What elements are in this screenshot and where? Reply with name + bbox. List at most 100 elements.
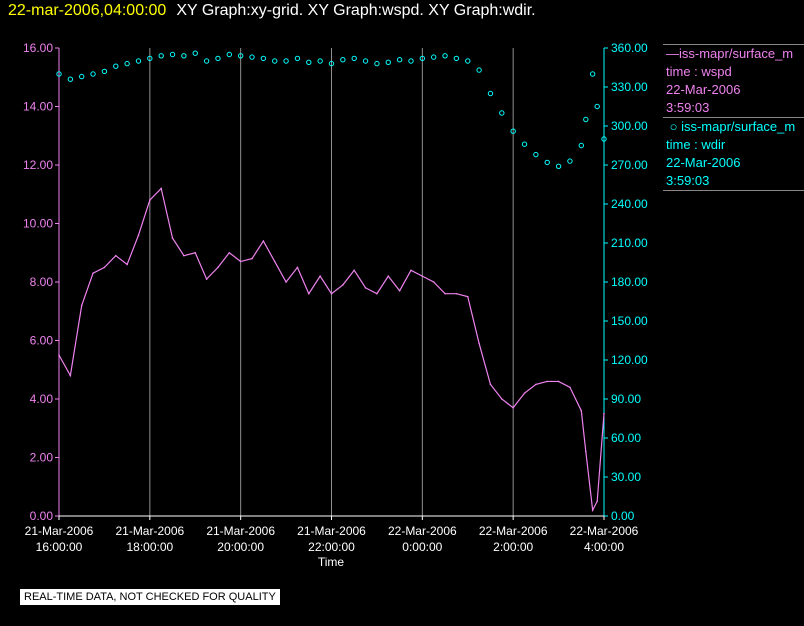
wspd-point bbox=[80, 304, 83, 307]
wdir-point bbox=[555, 163, 562, 170]
left-tick-label: 14.00 bbox=[23, 100, 53, 114]
wdir-point bbox=[453, 55, 460, 62]
wdir-point bbox=[583, 116, 589, 123]
title-date: 22-mar-2006,04:00:00 bbox=[8, 2, 167, 19]
wdir-point bbox=[533, 151, 539, 158]
legend-wdir-date: 22-Mar-2006 bbox=[666, 155, 741, 170]
wspd-point bbox=[501, 398, 503, 400]
wspd-point bbox=[273, 260, 276, 263]
wdir-point bbox=[56, 71, 62, 77]
wspd-point bbox=[285, 281, 287, 283]
right-tick-label: 360.00 bbox=[611, 41, 648, 55]
wspd-point bbox=[307, 292, 310, 295]
wspd-point bbox=[114, 254, 117, 257]
legend-wspd-xlabel: time : wspd bbox=[666, 64, 732, 79]
x-axis-label: Time bbox=[318, 555, 345, 569]
x-tick-date: 22-Mar-2006 bbox=[479, 524, 548, 538]
wdir-point bbox=[385, 59, 391, 65]
wdir-point bbox=[169, 51, 176, 58]
wspd-point bbox=[296, 266, 299, 269]
line-swatch-icon: — bbox=[666, 46, 679, 61]
wspd-point bbox=[353, 269, 356, 272]
wspd-point bbox=[103, 266, 106, 269]
wspd-point bbox=[330, 292, 333, 295]
graph-title: 22-mar-2006,04:00:00 XY Graph:xy-grid. XY… bbox=[8, 2, 536, 20]
wdir-point bbox=[408, 58, 414, 64]
right-tick-label: 300.00 bbox=[611, 119, 648, 133]
wdir-series bbox=[56, 50, 607, 170]
x-tick-time: 16:00:00 bbox=[36, 540, 83, 554]
x-tick-time: 20:00:00 bbox=[217, 540, 264, 554]
wspd-point bbox=[557, 380, 560, 383]
left-tick-label: 8.00 bbox=[30, 275, 54, 289]
right-tick-label: 330.00 bbox=[611, 80, 648, 94]
wspd-point bbox=[489, 383, 492, 386]
wdir-point bbox=[158, 53, 164, 59]
wdir-point bbox=[589, 71, 596, 77]
wspd-point bbox=[421, 275, 424, 277]
wdir-point bbox=[272, 58, 278, 64]
legend: —iss-mapr/surface_m time : wspd 22-Mar-2… bbox=[663, 44, 804, 191]
wdir-point bbox=[294, 55, 301, 62]
left-tick-label: 2.00 bbox=[30, 451, 54, 465]
wspd-point bbox=[569, 386, 571, 389]
circle-marker-icon: ○ bbox=[666, 119, 682, 134]
wspd-point bbox=[376, 292, 378, 295]
wdir-point bbox=[101, 68, 108, 75]
wspd-point bbox=[478, 342, 480, 345]
legend-wdir-time: 3:59:03 bbox=[666, 173, 710, 188]
wdir-point bbox=[374, 60, 380, 67]
wdir-point bbox=[283, 58, 289, 64]
wspd-point bbox=[126, 263, 128, 266]
x-tick-time: 0:00:00 bbox=[402, 540, 442, 554]
wdir-point bbox=[362, 58, 369, 64]
right-tick-label: 240.00 bbox=[611, 197, 648, 211]
wspd-point bbox=[171, 237, 174, 239]
legend-divider bbox=[663, 44, 804, 45]
wdir-point bbox=[306, 59, 312, 65]
wdir-point bbox=[237, 53, 244, 59]
wspd-point bbox=[585, 450, 587, 453]
wdir-point bbox=[67, 76, 74, 82]
wspd-point bbox=[523, 392, 526, 394]
wdir-point bbox=[203, 58, 210, 64]
wdir-point bbox=[601, 136, 607, 142]
legend-wdir-xlabel: time : wdir bbox=[666, 137, 726, 152]
wspd-point bbox=[183, 254, 185, 257]
wdir-point bbox=[430, 54, 437, 60]
x-tick-time: 4:00:00 bbox=[584, 540, 624, 554]
legend-wspd-date: 22-Mar-2006 bbox=[666, 82, 741, 97]
wdir-point bbox=[476, 67, 482, 73]
wdir-point bbox=[79, 73, 85, 80]
x-tick-date: 21-Mar-2006 bbox=[115, 524, 184, 538]
wspd-point bbox=[546, 380, 549, 383]
wdir-point bbox=[499, 110, 505, 116]
right-tick-label: 150.00 bbox=[611, 314, 648, 328]
wdir-point bbox=[442, 53, 448, 59]
title-graph-list: XY Graph:xy-grid. XY Graph:wspd. XY Grap… bbox=[176, 2, 536, 19]
wdir-point bbox=[113, 63, 119, 69]
wdir-point bbox=[135, 58, 142, 64]
right-tick-label: 30.00 bbox=[611, 470, 641, 484]
wspd-point bbox=[251, 257, 253, 260]
wspd-point bbox=[444, 292, 446, 295]
x-tick-date: 21-Mar-2006 bbox=[206, 524, 275, 538]
wdir-point bbox=[90, 71, 96, 77]
wdir-point bbox=[487, 90, 494, 97]
wdir-point bbox=[249, 54, 255, 60]
legend-divider bbox=[663, 190, 804, 191]
wspd-point bbox=[535, 383, 537, 386]
wspd-point bbox=[580, 409, 583, 412]
wdir-point bbox=[181, 53, 187, 59]
left-tick-label: 16.00 bbox=[23, 41, 53, 55]
wdir-point bbox=[317, 58, 323, 64]
wspd-point bbox=[69, 374, 72, 377]
left-tick-label: 12.00 bbox=[23, 158, 53, 172]
wdir-point bbox=[396, 57, 403, 63]
left-tick-label: 4.00 bbox=[30, 392, 54, 406]
wspd-point bbox=[194, 251, 197, 254]
wspd-point bbox=[591, 509, 594, 511]
wdir-point bbox=[260, 55, 267, 62]
wspd-point bbox=[596, 500, 598, 503]
